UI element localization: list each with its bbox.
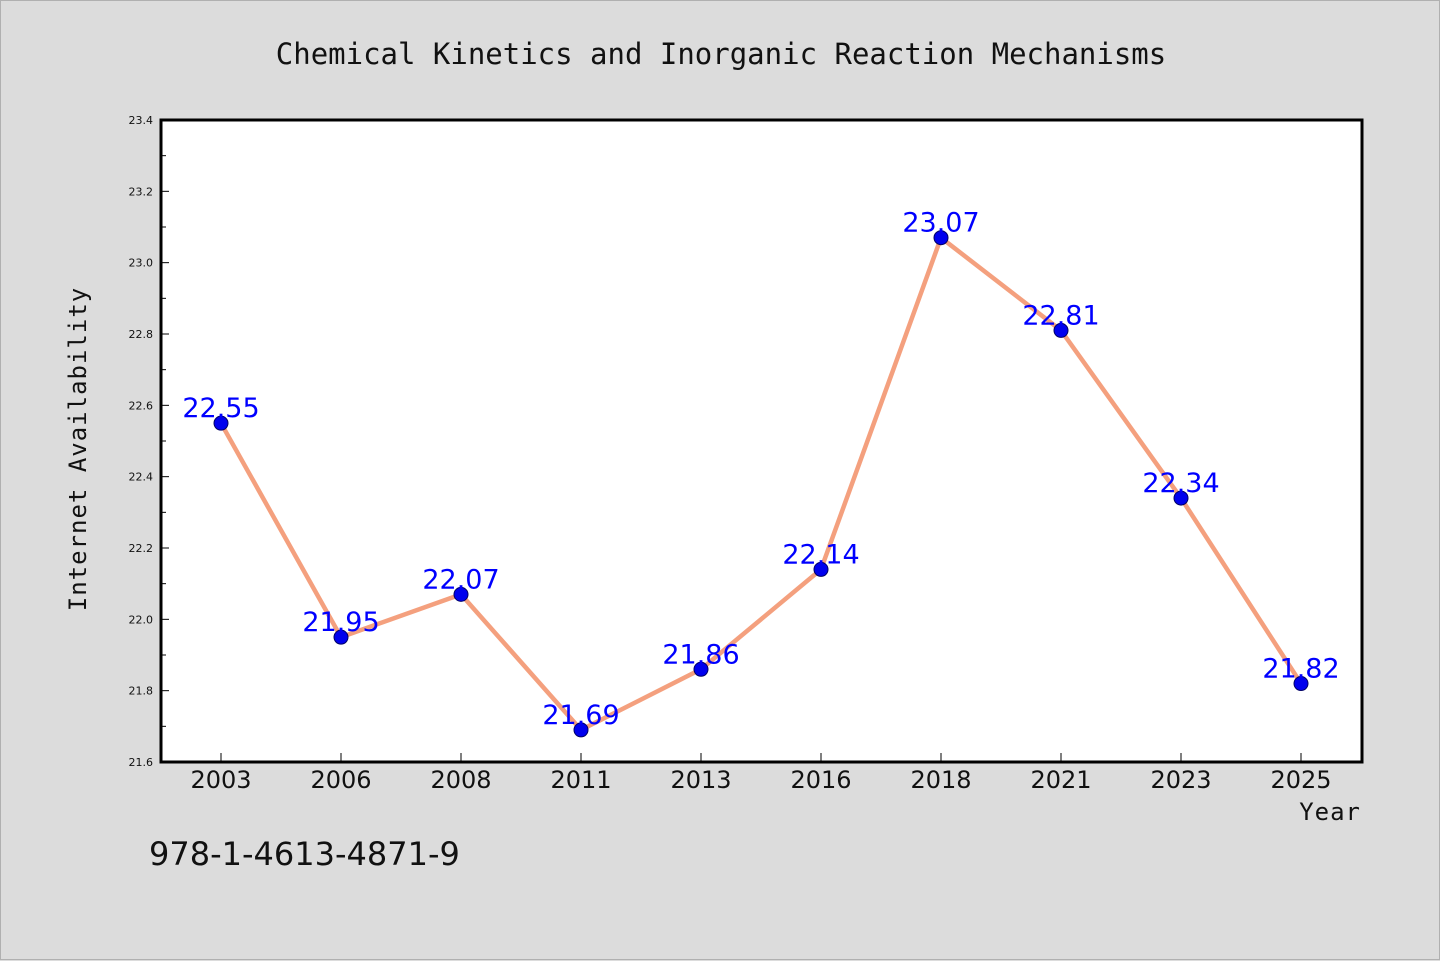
data-label: 21.69 (542, 700, 619, 731)
x-tick-label: 2016 (790, 766, 851, 794)
data-point-marker (933, 230, 949, 246)
data-label: 22.34 (1142, 468, 1219, 499)
plot-area (159, 118, 1364, 764)
data-label: 22.81 (1022, 300, 1099, 331)
y-tick-label: 23.0 (129, 257, 154, 270)
y-tick-label: 21.8 (129, 685, 154, 698)
x-tick-label: 2011 (550, 766, 611, 794)
series-line (219, 235, 1303, 733)
y-axis-ticks: 21.6 21.8 22.0 22.2 22.4 22.6 22.8 23.0 23.2 23.4 (129, 114, 169, 769)
data-point-marker (573, 722, 589, 738)
data-point-marker (1173, 490, 1189, 506)
data-label: 21.95 (302, 607, 379, 638)
x-tick-label: 2003 (190, 766, 251, 794)
data-label: 22.14 (782, 539, 859, 570)
y-axis-label: Internet Availability (64, 287, 92, 611)
y-tick-label: 22.2 (129, 542, 154, 555)
x-tick-label: 2023 (1150, 766, 1211, 794)
x-tick-label: 2006 (310, 766, 371, 794)
x-tick-label: 2008 (430, 766, 491, 794)
data-labels-group: 22.55 21.95 22.07 21.69 21.86 22.14 23.07 22.81… (182, 208, 1339, 731)
y-tick-label: 22.4 (129, 471, 154, 484)
data-point-marker (333, 629, 349, 645)
x-tick-label: 2021 (1030, 766, 1091, 794)
x-tick-label: 2025 (1270, 766, 1331, 794)
data-point-marker (813, 561, 829, 577)
markers-group (213, 230, 1309, 738)
y-tick-label: 23.4 (129, 114, 154, 127)
data-label: 21.86 (662, 639, 739, 670)
data-label: 22.07 (422, 564, 499, 595)
y-tick-label: 22.8 (129, 328, 154, 341)
data-point-marker (213, 415, 229, 431)
data-point-marker (1053, 322, 1069, 338)
isbn-text: 978-1-4613-4871-9 (149, 835, 460, 873)
chart-title: Chemical Kinetics and Inorganic Reaction… (276, 37, 1166, 71)
data-point-marker (453, 586, 469, 602)
series-line-group (219, 235, 1303, 733)
data-label: 21.82 (1262, 654, 1339, 685)
data-label: 23.07 (902, 208, 979, 239)
y-tick-label: 23.2 (129, 185, 154, 198)
x-tick-label: 2018 (910, 766, 971, 794)
x-tick-label: 2013 (670, 766, 731, 794)
y-tick-label: 22.0 (129, 613, 154, 626)
y-tick-label: 21.6 (129, 756, 154, 769)
x-axis-ticks: 2003 2006 2008 2011 2013 2016 2018 2021 2023 2025 (190, 753, 1332, 794)
y-tick-label: 22.6 (129, 399, 154, 412)
data-point-marker (1293, 676, 1309, 692)
data-point-marker (693, 661, 709, 677)
x-axis-label: Year (1299, 798, 1361, 826)
data-label: 22.55 (182, 393, 259, 424)
